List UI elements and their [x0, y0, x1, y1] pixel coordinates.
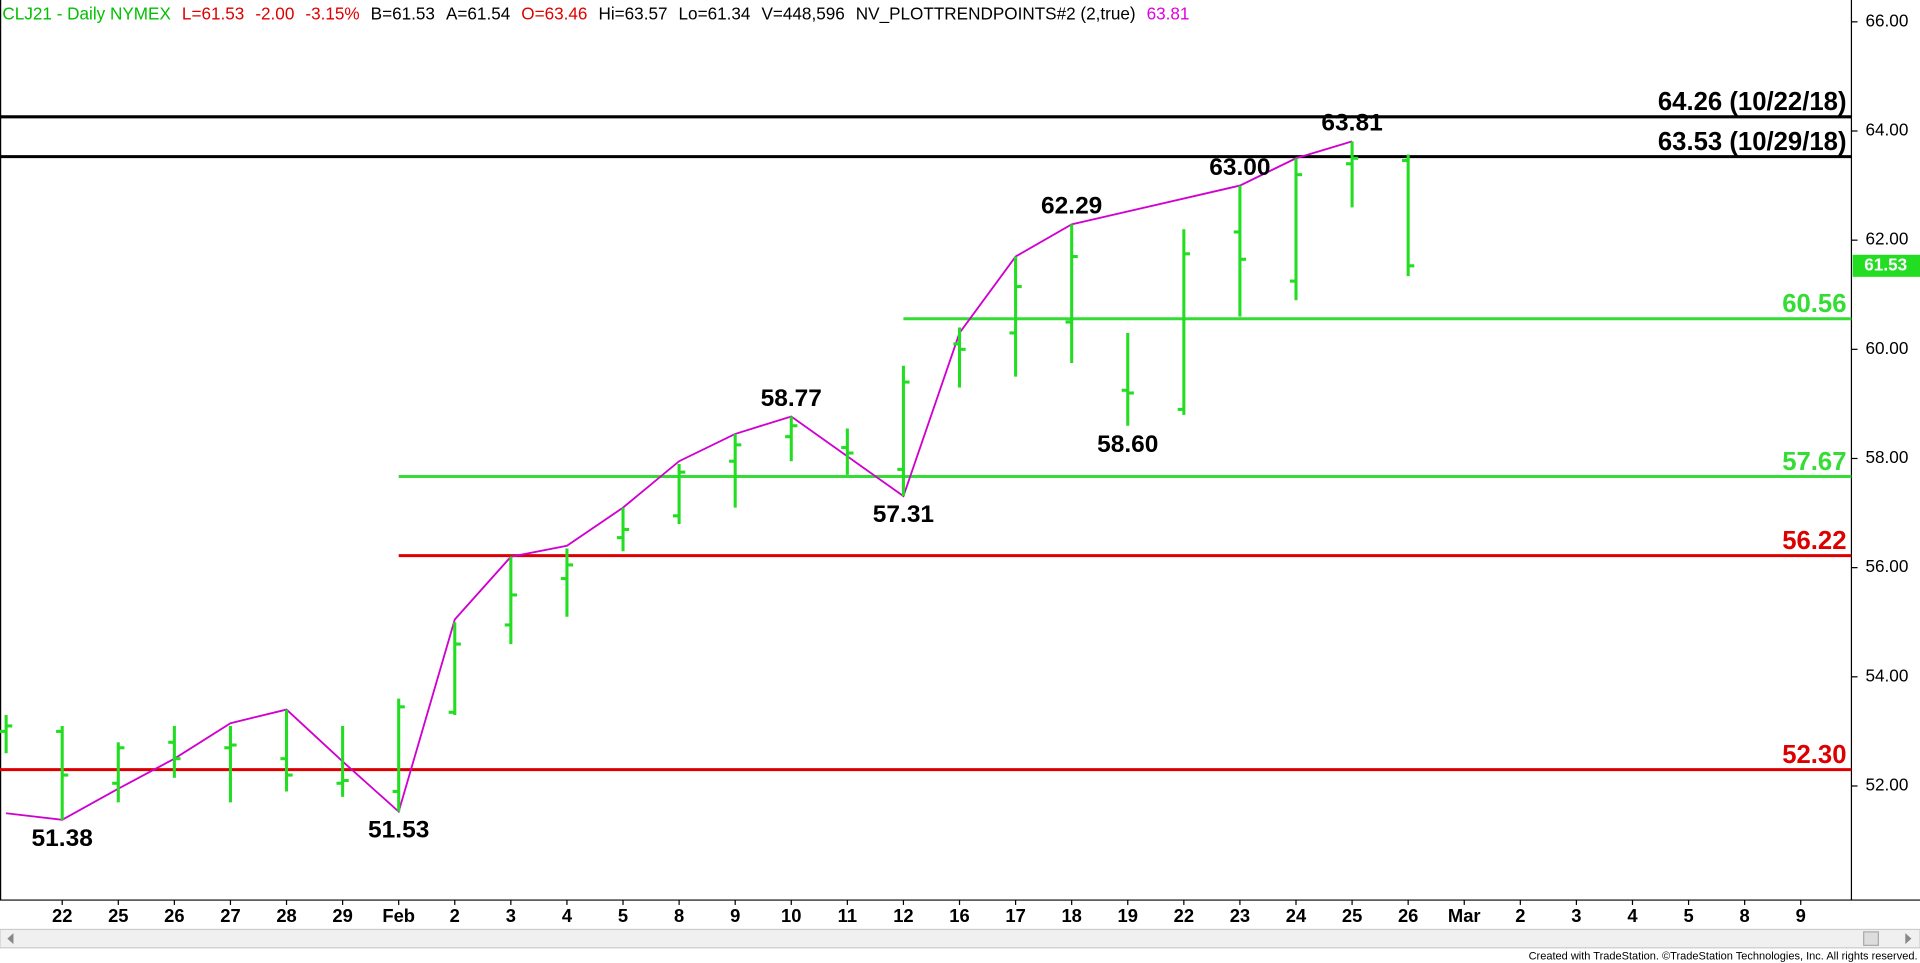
header-field: L=61.53	[182, 3, 244, 23]
x-tick-label: 2	[1515, 905, 1525, 926]
x-tick-label: 9	[1796, 905, 1806, 926]
level-label: 64.26 (10/22/18)	[1658, 88, 1847, 116]
x-tick-label: 3	[1571, 905, 1581, 926]
x-tick-label: 19	[1118, 905, 1138, 926]
last-price-label: 61.53	[1864, 254, 1907, 274]
x-tick-label: 5	[1683, 905, 1693, 926]
x-tick-label: 11	[838, 905, 857, 926]
footer: Created with TradeStation. ©TradeStation…	[1529, 950, 1918, 962]
y-tick-label: 58.00	[1866, 447, 1909, 467]
swing-label: 63.00	[1209, 154, 1270, 181]
x-tick-label: 25	[108, 905, 128, 926]
level-label: 56.22	[1782, 527, 1846, 555]
x-tick-label: 12	[893, 905, 913, 926]
header-field: Hi=63.57	[598, 3, 667, 23]
header-field: NV_PLOTTRENDPOINTS#2 (2,true)	[856, 3, 1136, 23]
x-tick-label: 16	[949, 905, 969, 926]
swing-label: 58.77	[761, 385, 822, 412]
header-field: CLJ21 - Daily NYMEX	[2, 3, 171, 23]
header-field: 63.81	[1147, 3, 1190, 23]
level-label: 63.53 (10/29/18)	[1658, 128, 1847, 156]
x-tick-label: 26	[164, 905, 184, 926]
header-field: Lo=61.34	[679, 3, 751, 23]
x-tick-label: 4	[562, 905, 573, 926]
x-tick-label: 23	[1230, 905, 1250, 926]
level-label: 57.67	[1782, 448, 1846, 476]
x-tick-label: 5	[618, 905, 628, 926]
y-tick-label: 60.00	[1866, 338, 1909, 358]
swing-label: 51.38	[32, 825, 93, 852]
x-tick-label: 10	[781, 905, 801, 926]
x-tick-label: 29	[332, 905, 352, 926]
y-tick-label: 54.00	[1866, 665, 1909, 685]
header-field: V=448,596	[761, 3, 844, 23]
x-tick-label: 2	[450, 905, 460, 926]
scroll-thumb[interactable]	[1863, 931, 1879, 946]
level-label: 60.56	[1782, 290, 1846, 318]
x-tick-label: 22	[52, 905, 72, 926]
swing-label: 57.31	[873, 501, 934, 528]
x-tick-label: 25	[1342, 905, 1362, 926]
scrollbar[interactable]	[0, 928, 1920, 949]
header: CLJ21 - Daily NYMEX L=61.53 -2.00 -3.15% B=6…	[2, 3, 1189, 23]
x-tick-label: 22	[1174, 905, 1194, 926]
x-tick-label: Mar	[1448, 905, 1481, 926]
trend-line	[6, 140, 1353, 821]
swing-label: 63.81	[1321, 110, 1382, 137]
x-tick-label: Feb	[382, 905, 415, 926]
x-tick-label: 28	[276, 905, 296, 926]
x-tick-label: 27	[220, 905, 240, 926]
y-tick-label: 64.00	[1866, 120, 1909, 140]
x-tick-label: 17	[1005, 905, 1025, 926]
header-field: B=61.53	[371, 3, 435, 23]
swing-label: 62.29	[1041, 193, 1102, 220]
y-tick-label: 62.00	[1866, 229, 1909, 249]
header-field: O=63.46	[521, 3, 587, 23]
swing-label: 58.60	[1097, 431, 1158, 458]
x-tick-label: 18	[1061, 905, 1081, 926]
x-tick-label: 8	[674, 905, 684, 926]
x-tick-label: 26	[1398, 905, 1418, 926]
scroll-left[interactable]	[7, 933, 14, 945]
x-tick-label: 4	[1627, 905, 1638, 926]
header-field: -3.15%	[305, 3, 359, 23]
y-tick-label: 66.00	[1866, 10, 1909, 30]
y-tick-label: 56.00	[1866, 556, 1909, 576]
header-field: A=61.54	[446, 3, 511, 23]
x-tick-label: 9	[730, 905, 740, 926]
scroll-right[interactable]	[1905, 933, 1912, 945]
header-field: -2.00	[255, 3, 294, 23]
x-tick-label: 8	[1740, 905, 1750, 926]
x-tick-label: 3	[506, 905, 516, 926]
level-label: 52.30	[1782, 741, 1846, 769]
last-price-box	[1852, 254, 1920, 277]
swing-label: 51.53	[368, 817, 429, 844]
y-tick-label: 52.00	[1866, 775, 1909, 795]
x-tick-label: 24	[1286, 905, 1307, 926]
